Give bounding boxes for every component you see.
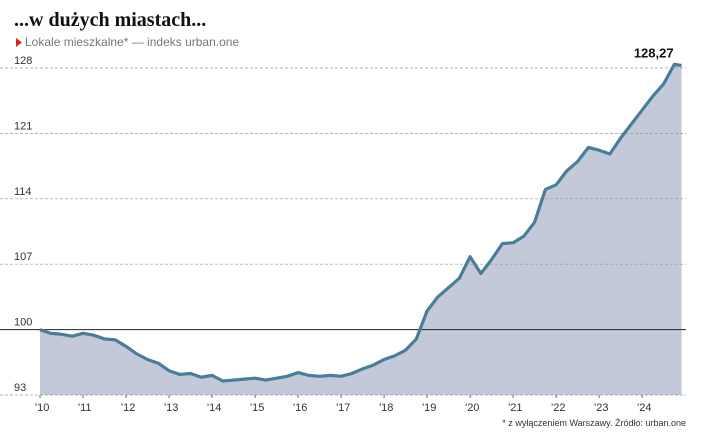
x-tick-label: '18 — [379, 402, 393, 414]
x-tick-label: '23 — [594, 402, 608, 414]
x-tick-label: '16 — [293, 402, 307, 414]
x-tick-label: '15 — [250, 402, 264, 414]
x-tick-label: '24 — [637, 402, 651, 414]
y-tick-label: 107 — [14, 251, 32, 263]
x-tick-label: '19 — [422, 402, 436, 414]
subtitle-marker — [16, 38, 22, 47]
x-tick-label: '22 — [551, 402, 565, 414]
x-tick-label: '13 — [164, 402, 178, 414]
y-tick-label: 100 — [14, 317, 32, 329]
value-label: 128,27 — [634, 45, 674, 60]
line — [39, 62, 682, 383]
x-tick-label: '11 — [78, 402, 92, 414]
y-tick-label: 93 — [14, 382, 26, 394]
y-tick-label: 114 — [14, 186, 32, 198]
x-tick-label: '12 — [121, 402, 135, 414]
footnote: * z wyłączeniem Warszawy. Źródło: urban.… — [502, 418, 686, 428]
x-tick-label: '17 — [336, 402, 350, 414]
area — [40, 64, 682, 396]
x-tick-label: '14 — [207, 402, 221, 414]
x-tick-label: '10 — [35, 402, 49, 414]
x-tick-label: '20 — [465, 402, 479, 414]
chart-title: ...w dużych miastach... — [14, 9, 206, 31]
chart-subtitle: Lokale mieszkalne* — indeks urban.one — [25, 35, 239, 49]
x-tick-label: '21 — [508, 402, 522, 414]
y-tick-label: 121 — [14, 120, 32, 132]
y-tick-label: 128 — [14, 55, 32, 67]
